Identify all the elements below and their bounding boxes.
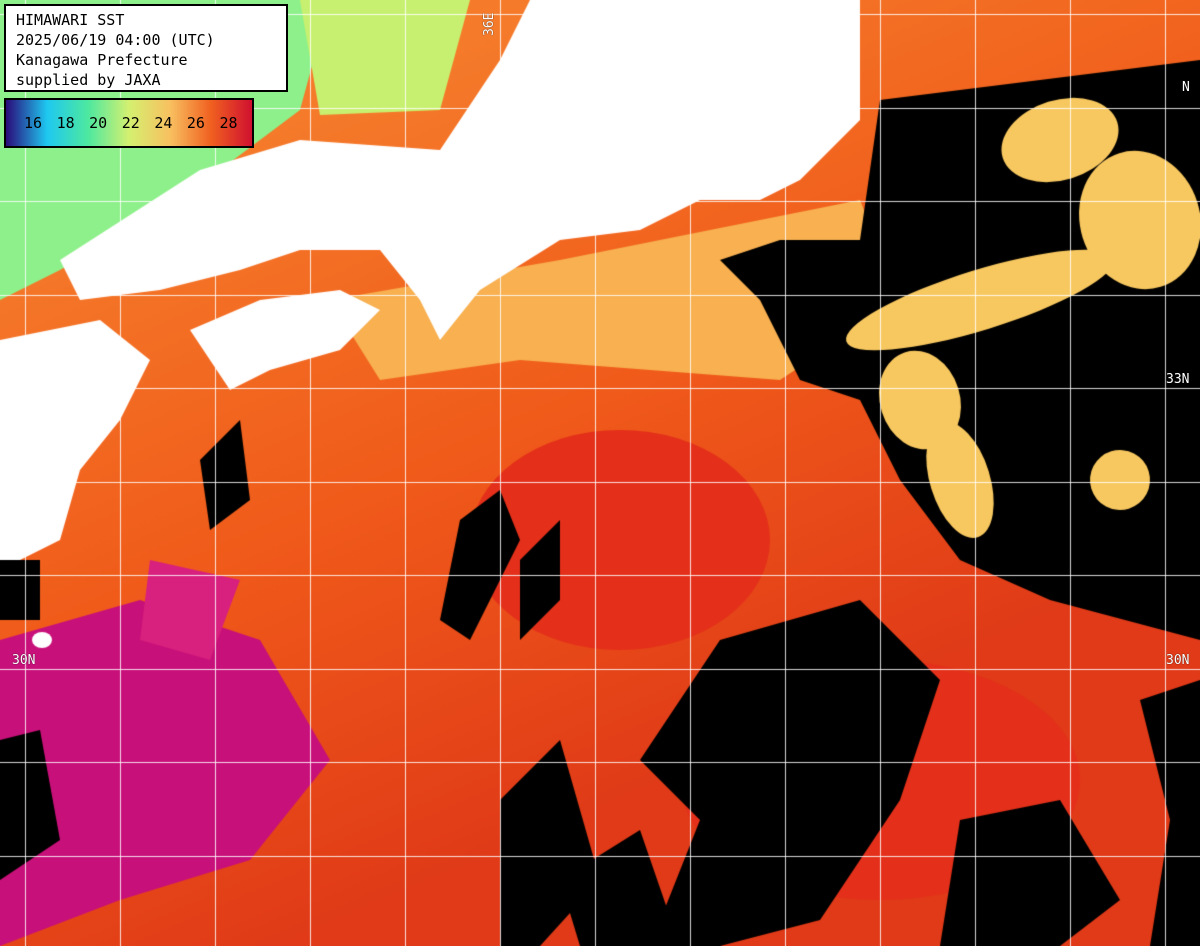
legend-tick-26: 26	[186, 114, 205, 132]
title-box: HIMAWARI SST 2025/06/19 04:00 (UTC) Kana…	[4, 4, 288, 92]
legend-tick-22: 22	[121, 114, 140, 132]
legend-tick-20: 20	[89, 114, 108, 132]
title-line-4: supplied by JAXA	[16, 71, 161, 89]
title-line-3: Kanagawa Prefecture	[16, 51, 188, 69]
legend-tick-24: 24	[154, 114, 173, 132]
lat-label-30n-right: 30N	[1166, 653, 1190, 668]
title-line-1: HIMAWARI SST	[16, 11, 125, 29]
lat-label-top-right: N	[1182, 80, 1190, 95]
legend-tick-28: 28	[219, 114, 238, 132]
legend-tick-18: 18	[56, 114, 75, 132]
lon-label-top: 36E	[482, 12, 497, 36]
lat-label-33n: 33N	[1166, 372, 1190, 387]
color-scale-legend: 16 18 20 22 24 26 28	[4, 98, 254, 148]
legend-tick-16: 16	[24, 114, 43, 132]
title-line-2: 2025/06/19 04:00 (UTC)	[16, 31, 215, 49]
lat-label-30n-left: 30N	[12, 653, 36, 668]
